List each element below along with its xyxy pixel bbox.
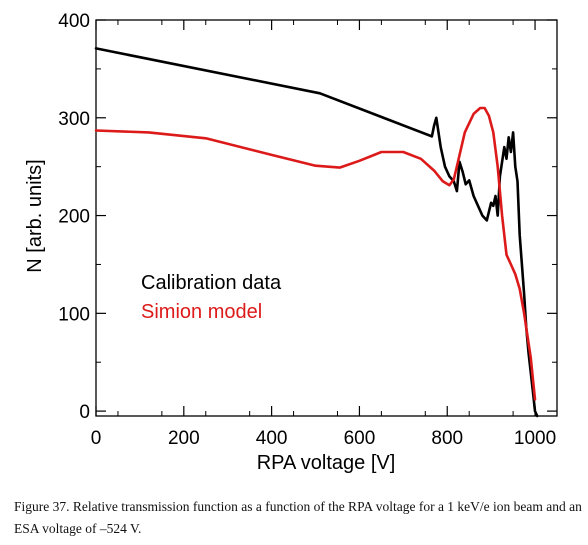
y-tick-label: 0 (79, 402, 90, 423)
y-tick-label: 100 (58, 304, 90, 325)
legend-entry-simion-model: Simion model (141, 301, 262, 323)
axis-ticks (95, 19, 557, 416)
y-axis-label: N [arb. units] (24, 159, 46, 272)
x-tick-label: 800 (431, 428, 463, 449)
series-line-simion-model (94, 106, 537, 401)
chart: 0 200 400 600 800 1000 0 100 200 300 400 Calibrati… (24, 11, 558, 474)
tick-labels: 0 200 400 600 800 1000 0 100 200 300 400 (58, 11, 556, 449)
plot-frame-rect (95, 19, 558, 417)
x-tick-label: 400 (256, 428, 288, 449)
x-axis-label: RPA voltage [V] (257, 452, 396, 474)
x-tick-label: 200 (168, 428, 200, 449)
x-tick-label: 1000 (514, 428, 556, 449)
legend: Calibration data Simion model (141, 272, 282, 323)
series-line-calibration-data (94, 47, 539, 418)
data-series (94, 47, 539, 418)
y-tick-label: 200 (58, 207, 90, 228)
y-tick-label: 400 (58, 11, 90, 32)
legend-entry-calibration-data: Calibration data (141, 272, 282, 294)
plot-frame (95, 19, 558, 417)
x-tick-label: 0 (91, 428, 102, 449)
x-tick-label: 600 (344, 428, 376, 449)
figure-caption: Figure 37. Relative transmission functio… (14, 499, 582, 536)
y-tick-label: 300 (58, 109, 90, 130)
